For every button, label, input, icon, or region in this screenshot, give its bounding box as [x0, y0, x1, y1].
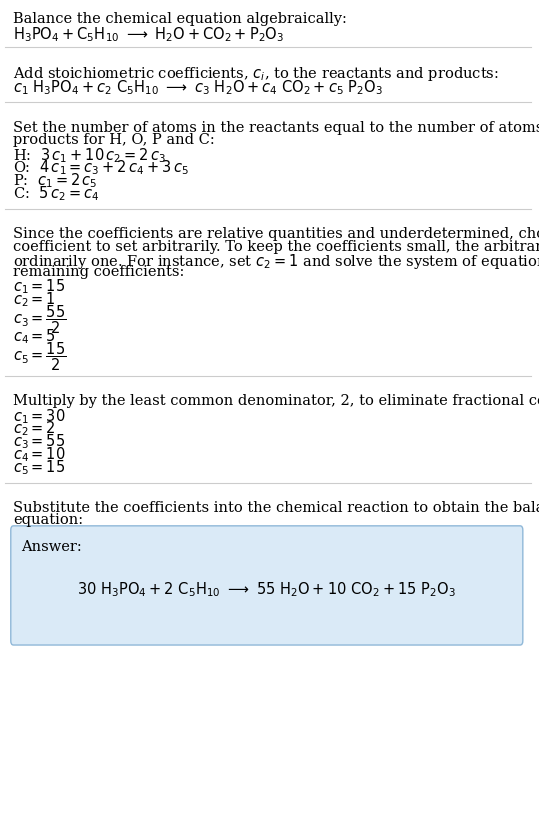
Text: ordinarily one. For instance, set $c_2 = 1$ and solve the system of equations fo: ordinarily one. For instance, set $c_2 =…	[13, 252, 539, 271]
Text: H: $\ 3\,c_1 + 10\,c_2 = 2\,c_3$: H: $\ 3\,c_1 + 10\,c_2 = 2\,c_3$	[13, 146, 167, 164]
Text: $c_3 = 55$: $c_3 = 55$	[13, 432, 66, 451]
Text: $c_5 = \dfrac{15}{2}$: $c_5 = \dfrac{15}{2}$	[13, 340, 67, 373]
Text: coefficient to set arbitrarily. To keep the coefficients small, the arbitrary va: coefficient to set arbitrarily. To keep …	[13, 239, 539, 253]
FancyBboxPatch shape	[11, 526, 523, 645]
Text: $c_1 = 15$: $c_1 = 15$	[13, 278, 66, 297]
Text: $c_2 = 1$: $c_2 = 1$	[13, 290, 56, 309]
Text: $c_1\ \mathrm{H_3PO_4} + c_2\ \mathrm{C_5H_{10}} \ \longrightarrow \ c_3\ \mathr: $c_1\ \mathrm{H_3PO_4} + c_2\ \mathrm{C_…	[13, 78, 384, 96]
Text: $30\ \mathrm{H_3PO_4} + 2\ \mathrm{C_5H_{10}} \ \longrightarrow \ 55\ \mathrm{H_: $30\ \mathrm{H_3PO_4} + 2\ \mathrm{C_5H_…	[78, 580, 456, 599]
Text: $c_4 = 10$: $c_4 = 10$	[13, 446, 66, 464]
Text: $\mathrm{H_3PO_4 + C_5H_{10} \ \longrightarrow \ H_2O + CO_2 + P_2O_3}$: $\mathrm{H_3PO_4 + C_5H_{10} \ \longrigh…	[13, 25, 285, 44]
Text: Set the number of atoms in the reactants equal to the number of atoms in the: Set the number of atoms in the reactants…	[13, 121, 539, 135]
Text: remaining coefficients:: remaining coefficients:	[13, 265, 185, 279]
Text: Answer:: Answer:	[22, 540, 82, 554]
Text: $c_2 = 2$: $c_2 = 2$	[13, 420, 56, 438]
Text: C: $\ 5\,c_2 = c_4$: C: $\ 5\,c_2 = c_4$	[13, 184, 100, 203]
Text: Since the coefficients are relative quantities and underdetermined, choose a: Since the coefficients are relative quan…	[13, 227, 539, 241]
Text: P: $\ c_1 = 2\,c_5$: P: $\ c_1 = 2\,c_5$	[13, 172, 98, 190]
Text: $c_1 = 30$: $c_1 = 30$	[13, 407, 66, 426]
Text: $c_3 = \dfrac{55}{2}$: $c_3 = \dfrac{55}{2}$	[13, 303, 67, 336]
Text: equation:: equation:	[13, 514, 84, 528]
Text: $c_4 = 5$: $c_4 = 5$	[13, 327, 57, 346]
Text: $c_5 = 15$: $c_5 = 15$	[13, 458, 66, 477]
Text: O: $\ 4\,c_1 = c_3 + 2\,c_4 + 3\,c_5$: O: $\ 4\,c_1 = c_3 + 2\,c_4 + 3\,c_5$	[13, 159, 189, 178]
Text: Multiply by the least common denominator, 2, to eliminate fractional coefficient: Multiply by the least common denominator…	[13, 395, 539, 409]
Text: Balance the chemical equation algebraically:: Balance the chemical equation algebraica…	[13, 12, 347, 26]
Text: Substitute the coefficients into the chemical reaction to obtain the balanced: Substitute the coefficients into the che…	[13, 501, 539, 515]
Text: Add stoichiometric coefficients, $c_i$, to the reactants and products:: Add stoichiometric coefficients, $c_i$, …	[13, 65, 499, 83]
Text: products for H, O, P and C:: products for H, O, P and C:	[13, 133, 215, 147]
